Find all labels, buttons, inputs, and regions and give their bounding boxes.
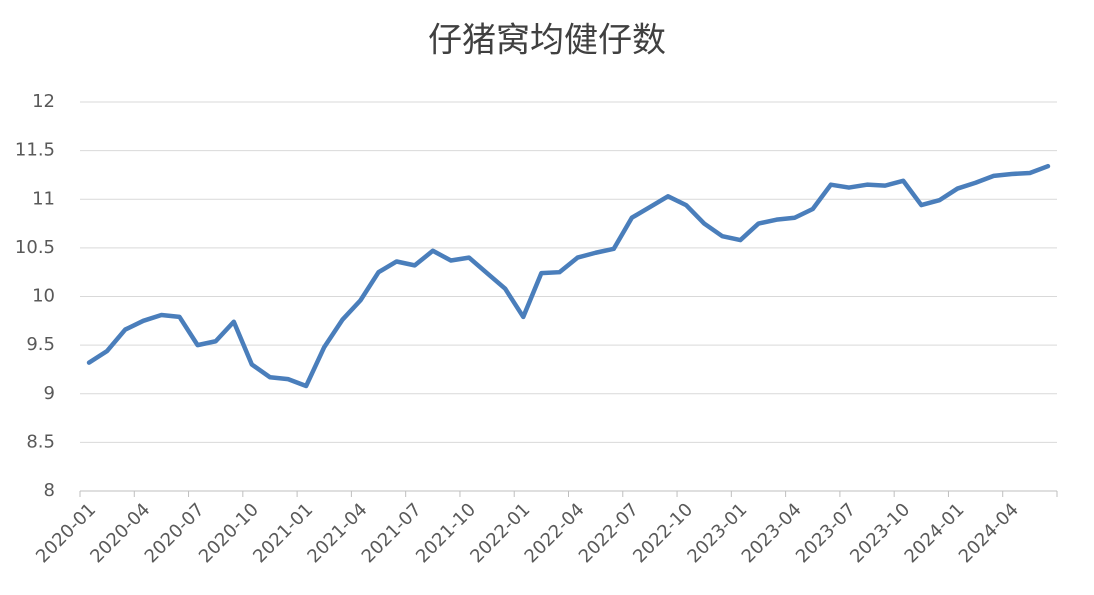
x-tick-label: 2024-04: [955, 499, 1023, 567]
y-tick-label: 9: [44, 383, 55, 404]
y-tick-label: 12: [32, 91, 55, 112]
y-tick-label: 11: [32, 188, 55, 209]
chart-title: 仔猪窝均健仔数: [428, 21, 666, 61]
y-tick-label: 10.5: [15, 237, 55, 258]
y-tick-label: 10: [32, 286, 55, 307]
y-tick-label: 8: [44, 480, 55, 501]
y-tick-label: 11.5: [15, 140, 55, 161]
y-tick-label: 9.5: [26, 334, 55, 355]
data-line: [86, 163, 1051, 389]
y-tick-label: 8.5: [26, 431, 55, 452]
